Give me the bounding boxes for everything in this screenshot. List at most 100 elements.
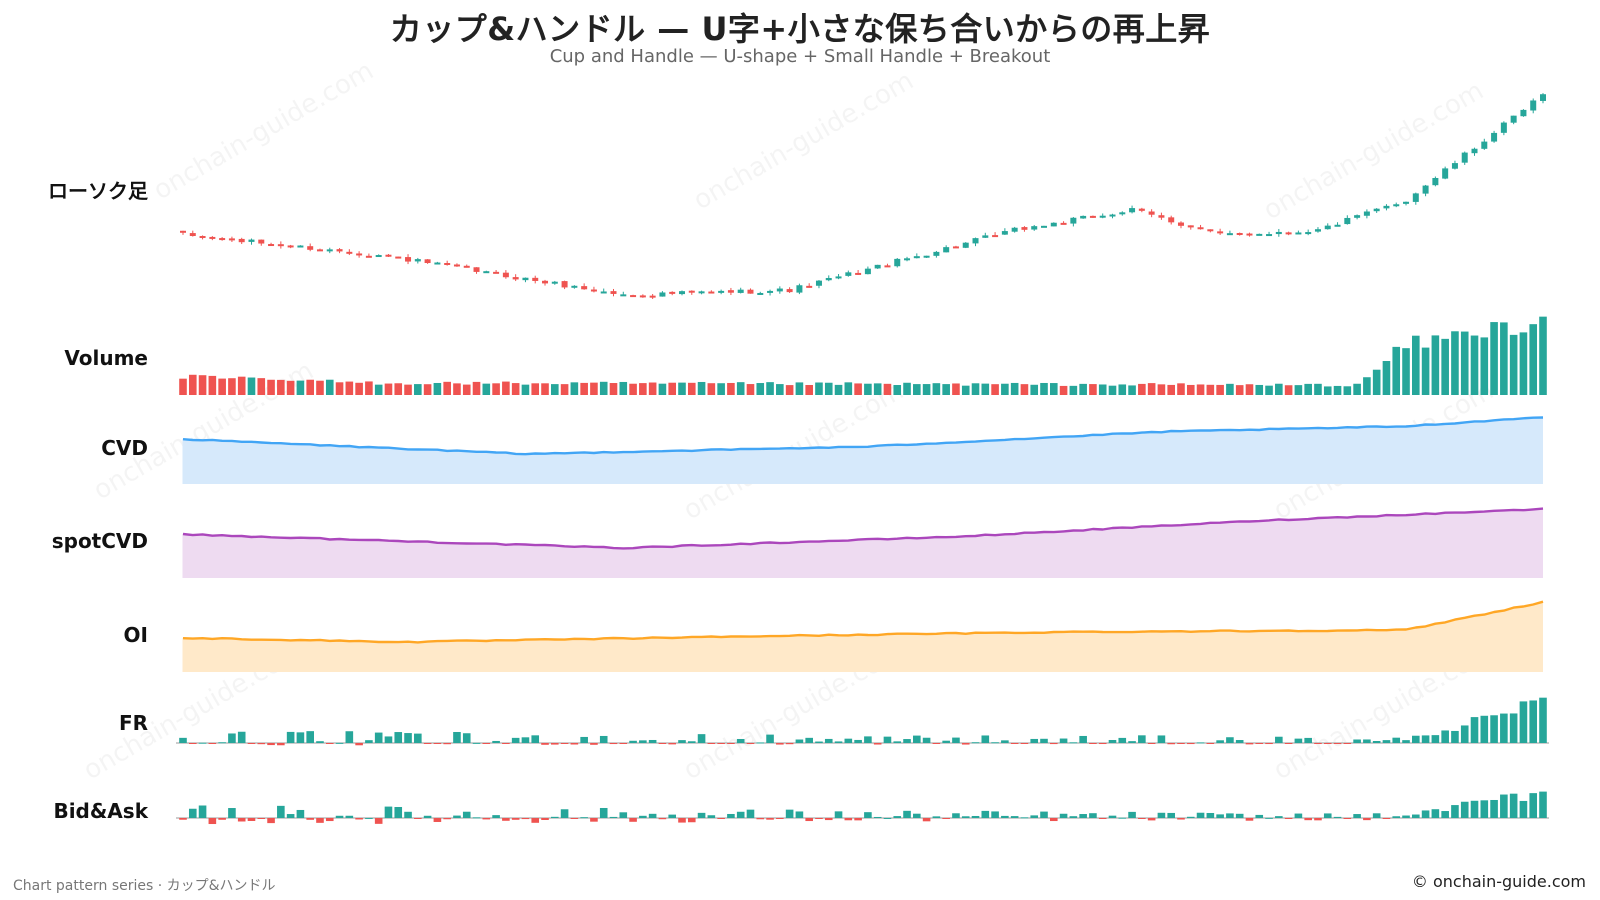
volume-bar [355, 382, 363, 395]
fr-bar [267, 743, 275, 746]
volume-bar [414, 384, 422, 395]
candle-body [434, 262, 441, 265]
volume-bar [1186, 384, 1195, 395]
bidask-bar [854, 818, 862, 821]
panel-label-spotcvd: spotCVD [52, 529, 148, 553]
fr-bar [795, 739, 804, 743]
volume-bar [1490, 322, 1498, 395]
candle-body [356, 253, 363, 256]
bidask-bar [374, 818, 383, 824]
fr-bar [864, 736, 872, 743]
fr-bar [717, 743, 725, 744]
fr-bar [932, 743, 941, 744]
candle-body [1520, 109, 1527, 117]
fr-bar [1451, 730, 1459, 743]
fr-bar [913, 735, 921, 743]
candle-body [219, 238, 226, 241]
fr-bar [1372, 741, 1381, 743]
bidask-bar [306, 818, 314, 820]
bidask-bar [423, 815, 432, 818]
fr-bar [502, 743, 510, 744]
bidask-bar [1265, 817, 1273, 819]
bidask-bar [1049, 818, 1058, 822]
fr-bar [550, 743, 559, 745]
volume-bar [590, 382, 598, 395]
volume-bar [335, 382, 344, 395]
volume-bar [815, 382, 823, 395]
bidask-bar [658, 818, 667, 820]
volume-bar [727, 382, 735, 395]
fr-bar [1245, 743, 1254, 745]
watermark-text: onchain-guide.com [149, 56, 379, 206]
candle-body [855, 272, 862, 275]
fr-bar [707, 743, 716, 744]
panel-label-fr: FR [119, 711, 148, 735]
candle-body [1354, 215, 1361, 218]
volume-bar [1509, 334, 1518, 395]
bidask-bar [1196, 812, 1205, 818]
fr-bar [1177, 743, 1185, 744]
volume-bar [795, 382, 804, 395]
candle-body [1001, 231, 1008, 235]
volume-bar [805, 384, 813, 395]
bidask-bar [883, 817, 892, 819]
fr-bar [1040, 738, 1048, 743]
bidask-bar [502, 818, 510, 821]
fr-bar [1509, 713, 1518, 743]
candle-body [757, 292, 764, 295]
bidask-bar [1001, 815, 1009, 818]
spotcvd-area-fill [183, 508, 1543, 578]
candle-body [1461, 152, 1468, 163]
bidask-bar [961, 816, 970, 818]
fr-bar [1020, 743, 1029, 744]
fr-bar [237, 731, 246, 743]
bidask-bar [1186, 816, 1195, 818]
fr-bar [668, 743, 677, 745]
volume-bar [844, 382, 853, 395]
bidask-bar [1431, 809, 1440, 818]
bidask-bar [903, 810, 911, 818]
fr-bar [1001, 740, 1009, 743]
candle-body [414, 259, 421, 262]
volume-bar [1138, 383, 1146, 395]
bidask-bar [1304, 818, 1312, 821]
fr-bar [1186, 743, 1195, 745]
fr-bar [531, 735, 540, 743]
candle-body [1295, 232, 1302, 235]
fr-bar [1314, 743, 1322, 744]
bidask-bar [619, 812, 628, 818]
bidask-bar [394, 806, 403, 818]
fr-bar [1147, 743, 1156, 744]
candle-body [747, 289, 754, 294]
volume-bar [952, 383, 960, 395]
volume-bar [443, 381, 451, 395]
bidask-bar [639, 815, 647, 818]
bidask-bar [697, 812, 706, 818]
candle-body [1089, 215, 1096, 218]
volume-bar [394, 383, 403, 395]
fr-bar [1402, 740, 1410, 743]
volume-bar [1079, 383, 1087, 395]
fr-bar [619, 743, 628, 744]
bidask-bar [893, 816, 902, 818]
candle-body [1481, 141, 1488, 149]
spotcvd-line [182, 507, 1544, 550]
volume-bar [1402, 348, 1410, 395]
fr-bar [746, 743, 755, 744]
fr-bar [335, 742, 344, 744]
volume-bar [913, 384, 921, 395]
fr-bar [570, 743, 579, 745]
candle-body [1393, 204, 1400, 207]
candle-body [1285, 232, 1292, 235]
fr-bar [482, 743, 491, 744]
candle-body [258, 239, 265, 244]
volume-bar [1372, 369, 1381, 395]
bidask-bar [756, 818, 765, 820]
watermark-text: onchain-guide.com [689, 66, 919, 216]
candle-body [287, 245, 294, 248]
volume-bar [560, 384, 569, 395]
volume-bar [502, 381, 510, 395]
cvd-area-fill [183, 417, 1543, 484]
bidask-bar [179, 818, 187, 820]
